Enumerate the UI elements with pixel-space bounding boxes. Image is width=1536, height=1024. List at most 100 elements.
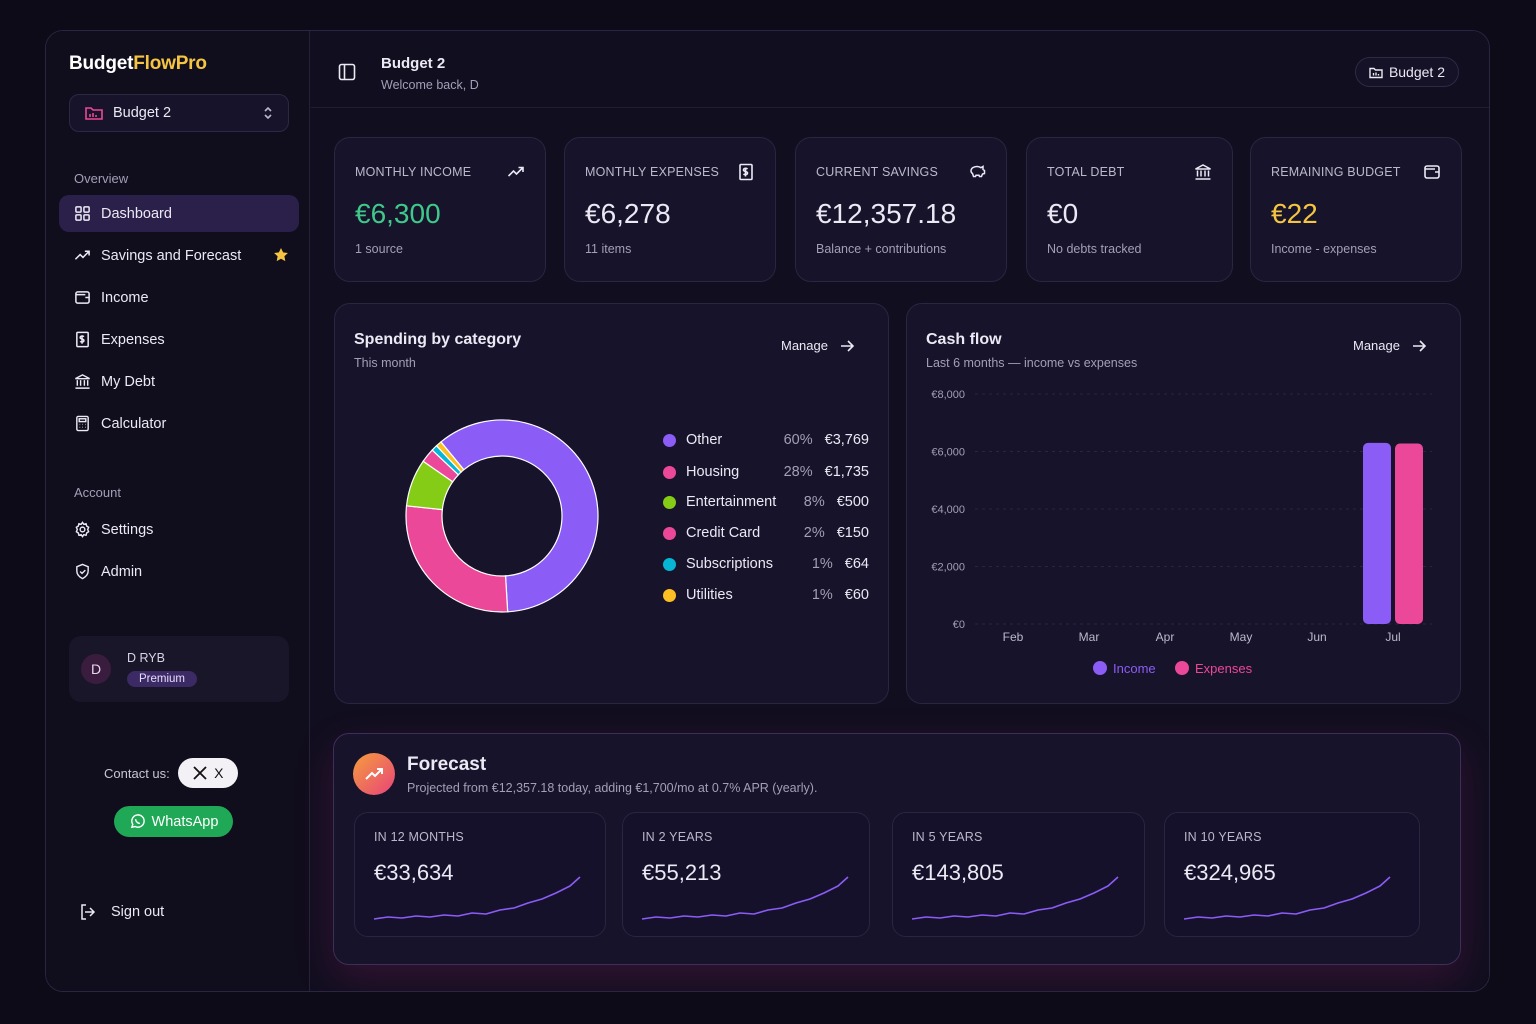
trend-icon: [74, 250, 90, 260]
legend-expenses: Expenses: [1195, 661, 1253, 676]
x-tick-label: Apr: [1156, 630, 1175, 644]
sparkline-path: [373, 876, 581, 920]
forecast-sparkline: [641, 876, 849, 920]
account-section-label: Account: [74, 485, 121, 500]
legend-dot: [663, 495, 676, 509]
y-tick-label: €6,000: [931, 447, 965, 459]
legend-amount: €60: [844, 587, 869, 603]
main-content: Budget 2 Welcome back, D Budget 2 MONTHL…: [311, 31, 1489, 991]
donut-slice-utilities[interactable]: [435, 439, 465, 475]
donut-slice-housing[interactable]: [404, 494, 511, 625]
stat-value: €0: [1047, 198, 1079, 229]
x-tick-label: Jul: [1385, 630, 1400, 644]
sidebar-item-label: My Debt: [101, 373, 155, 390]
legend-name: Subscriptions: [686, 556, 774, 572]
receipt-icon: [739, 163, 753, 181]
sidebar-toggle-icon[interactable]: [338, 63, 356, 81]
forecast-card-value: €55,213: [642, 860, 722, 885]
stat-sub: Income - expenses: [1271, 242, 1377, 256]
header: Budget 2 Welcome back, D Budget 2: [311, 31, 1489, 108]
x-logo-icon: [193, 766, 207, 780]
cashflow-title: Cash flow: [926, 331, 1002, 348]
contact-row: Contact us: X: [104, 758, 238, 788]
forecast-card-10-years[interactable]: IN 10 YEARS €324,965: [1164, 812, 1420, 937]
legend-amount: €1,735: [824, 464, 869, 480]
legend-amount: €500: [836, 494, 869, 510]
sidebar-item-expenses[interactable]: Expenses: [59, 321, 299, 358]
stat-label: CURRENT SAVINGS: [816, 165, 939, 179]
spending-manage-link[interactable]: Manage: [781, 338, 854, 353]
sidebar-item-label: Expenses: [101, 331, 165, 348]
wallet-icon: [75, 291, 90, 304]
forecast-card-label: IN 12 MONTHS: [374, 830, 464, 844]
sidebar-item-label: Income: [101, 289, 149, 306]
sidebar-item-calculator[interactable]: Calculator: [59, 405, 299, 442]
forecast-panel: Forecast Projected from €12,357.18 today…: [333, 733, 1461, 965]
grid-icon: [75, 206, 90, 221]
stat-sub: 11 items: [585, 242, 632, 256]
donut-slice-other[interactable]: [439, 408, 610, 618]
premium-badge: Premium: [127, 671, 198, 687]
budget-pill[interactable]: Budget 2: [1354, 57, 1459, 87]
cashflow-subtitle: Last 6 months — income vs expenses: [926, 356, 1138, 370]
brand-logo[interactable]: BudgetFlowPro: [69, 53, 207, 75]
forecast-card-2-years[interactable]: IN 2 YEARS €55,213: [622, 812, 870, 937]
stat-card-total-debt[interactable]: TOTAL DEBT €0 No debts tracked: [1026, 137, 1233, 282]
star-icon: [274, 248, 288, 262]
sidebar-item-income[interactable]: Income: [59, 279, 299, 316]
sidebar-item-savings-forecast[interactable]: Savings and Forecast: [59, 237, 299, 274]
sidebar-item-my-debt[interactable]: My Debt: [59, 363, 299, 400]
legend-dot: [663, 557, 676, 571]
y-tick-label: €0: [953, 619, 965, 631]
sidebar-item-dashboard[interactable]: Dashboard: [59, 195, 299, 232]
gear-icon: [75, 521, 90, 538]
stat-label: TOTAL DEBT: [1047, 165, 1125, 179]
sidebar-item-settings[interactable]: Settings: [59, 511, 299, 548]
trend-up-icon: [365, 768, 383, 780]
calculator-icon: [76, 415, 89, 432]
stat-sub: Balance + contributions: [816, 242, 947, 256]
legend-percent: 8%: [803, 494, 825, 510]
shield-icon: [76, 563, 89, 580]
y-tick-label: €8,000: [931, 389, 965, 401]
stat-card-monthly-income[interactable]: MONTHLY INCOME €6,300 1 source: [334, 137, 546, 282]
forecast-card-12-months[interactable]: IN 12 MONTHS €33,634: [354, 812, 606, 937]
stat-card-current-savings[interactable]: CURRENT SAVINGS €12,357.18 Balance + con…: [795, 137, 1007, 282]
stat-card-remaining-budget[interactable]: REMAINING BUDGET €22 Income - expenses: [1250, 137, 1462, 282]
bar-income-jul[interactable]: [1363, 442, 1391, 624]
spending-title: Spending by category: [354, 331, 522, 348]
folder-icon: [85, 107, 103, 120]
legend-dot: [1093, 661, 1107, 675]
stat-card-monthly-expenses[interactable]: MONTHLY EXPENSES €6,278 11 items: [564, 137, 776, 282]
whatsapp-button[interactable]: WhatsApp: [114, 806, 233, 837]
overview-section-label: Overview: [74, 171, 129, 186]
legend-row: Utilities 1% €60: [663, 585, 869, 605]
x-tick-label: Mar: [1079, 630, 1100, 644]
forecast-card-5-years[interactable]: IN 5 YEARS €143,805: [892, 812, 1145, 937]
legend-percent: 1%: [811, 587, 833, 603]
legend-amount: €150: [836, 525, 869, 541]
donut-chart: [404, 408, 610, 625]
stat-value: €22: [1271, 198, 1318, 229]
sparkline-path: [1183, 876, 1391, 920]
legend-name: Utilities: [686, 587, 733, 603]
sidebar-item-label: Settings: [101, 521, 154, 538]
forecast-card-label: IN 10 YEARS: [1184, 830, 1262, 844]
y-tick-label: €2,000: [931, 562, 965, 574]
user-name: D RYB: [127, 651, 165, 665]
signout-button[interactable]: Sign out: [79, 903, 164, 921]
app-window: BudgetFlowPro Budget 2 Overview Dashboar…: [45, 30, 1490, 992]
x-button[interactable]: X: [177, 758, 238, 788]
trend-up-icon: [507, 166, 524, 177]
receipt-icon: [76, 331, 89, 348]
sidebar-item-admin[interactable]: Admin: [59, 553, 299, 590]
stat-label: REMAINING BUDGET: [1271, 165, 1401, 179]
whatsapp-icon: [130, 814, 145, 829]
cashflow-bar-chart: €0 €2,000 €4,000 €6,000 €8,000 Feb Mar Apr May Ju…: [931, 389, 1432, 676]
legend-dot: [663, 433, 676, 447]
user-card[interactable]: D D RYB Premium: [69, 636, 289, 702]
budget-selector[interactable]: Budget 2: [69, 94, 289, 132]
cashflow-manage-link[interactable]: Manage: [1353, 338, 1426, 353]
avatar: D: [81, 654, 111, 684]
bar-expenses-jul[interactable]: [1395, 443, 1423, 624]
